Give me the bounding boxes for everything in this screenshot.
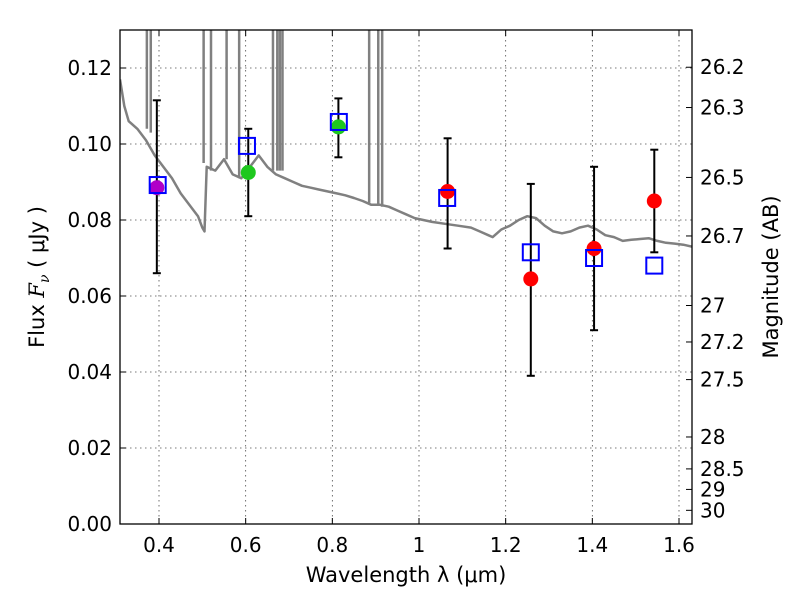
observed-point — [586, 241, 602, 256]
model-point — [148, 176, 167, 195]
magnitude-tick-label: 29 — [700, 477, 725, 501]
y-tick-label: 0.10 — [67, 132, 112, 156]
magnitude-tick-label: 28.5 — [700, 457, 745, 481]
y-tick-label: 0.02 — [67, 436, 112, 460]
magnitude-tick-label: 26.7 — [700, 224, 745, 248]
magnitude-tick-label: 26.5 — [700, 165, 745, 189]
observed-point — [646, 193, 662, 209]
model-point — [329, 112, 348, 131]
observed-points-layer — [149, 119, 662, 287]
model-point — [237, 136, 256, 155]
magnitude-tick-label: 27.2 — [700, 330, 745, 354]
model-points-layer — [148, 112, 664, 275]
grid-lines — [120, 30, 692, 524]
magnitude-tick-label: 26.2 — [700, 55, 745, 79]
observed-point — [149, 180, 165, 196]
y2-axis-label: Magnitude (AB) — [759, 195, 783, 358]
magnitude-tick-label: 28 — [700, 425, 725, 449]
model-point — [438, 188, 457, 207]
observed-point — [440, 184, 456, 199]
observed-point — [330, 119, 346, 135]
y-tick-label: 0.12 — [67, 56, 112, 80]
y-axis-label-suffix: ( μJy ) — [25, 206, 49, 274]
y-axis-label-var: F — [25, 282, 49, 299]
observed-point — [240, 165, 256, 180]
observed-point — [523, 271, 539, 287]
axis-ticks: 0.4 0.6 0.8 1 1.2 1.4 1.6 0.00 0.02 0.04 0.06 0.08 0… — [67, 30, 745, 557]
magnitude-tick-label: 27.5 — [700, 368, 745, 392]
magnitude-tick-label: 30 — [700, 498, 725, 522]
x-tick-label: 1.4 — [576, 533, 608, 557]
sed-curve-line — [120, 79, 692, 248]
model-point — [645, 256, 664, 275]
x-tick-label: 1.6 — [663, 533, 695, 557]
y-tick-label: 0.06 — [67, 284, 112, 308]
magnitude-tick-label: 27 — [700, 294, 725, 318]
x-tick-label: 1 — [413, 533, 426, 557]
y-tick-label: 0.00 — [67, 512, 112, 536]
magnitude-tick-label: 26.3 — [700, 96, 745, 120]
y-tick-label: 0.04 — [67, 360, 112, 384]
error-bar-layer — [152, 97, 659, 377]
x-tick-label: 0.4 — [143, 533, 175, 557]
model-point — [585, 249, 604, 267]
x-tick-label: 0.8 — [316, 533, 348, 557]
x-axis-label: Wavelength λ (μm) — [306, 563, 507, 587]
y-axis-label-sub: ν — [37, 274, 53, 283]
plot-frame — [119, 29, 693, 525]
model-point — [521, 243, 540, 262]
y-axis-label-prefix: Flux — [25, 298, 49, 348]
y-axis-label: Flux Fν ( μJy ) — [25, 206, 53, 348]
y-tick-label: 0.08 — [67, 208, 112, 232]
x-tick-label: 0.6 — [230, 533, 262, 557]
sed-curve-layer — [120, 30, 692, 248]
x-tick-label: 1.2 — [490, 533, 522, 557]
